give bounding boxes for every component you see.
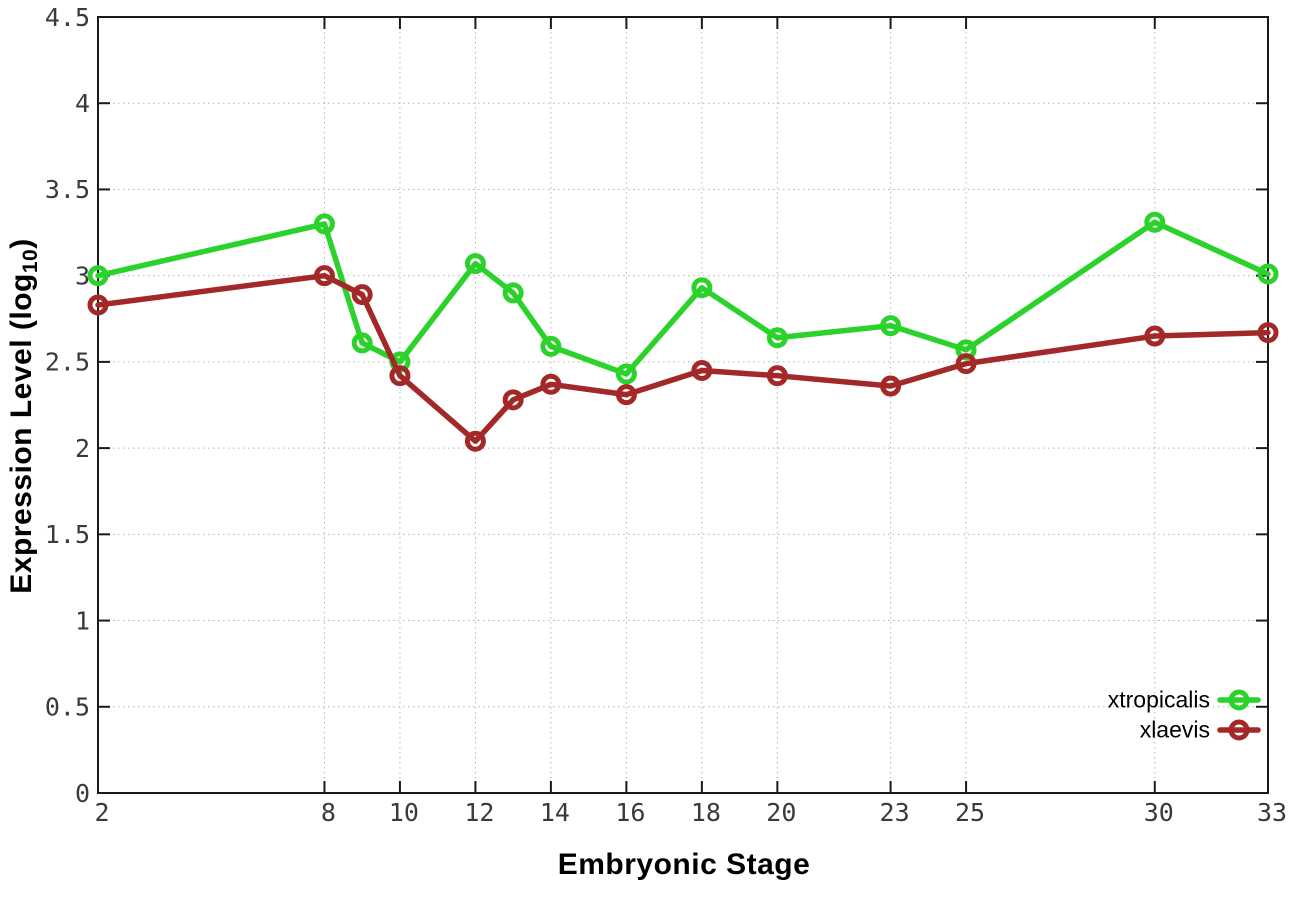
data-point-marker-xlaevis [502,389,524,411]
y-tick-label: 2.5 [45,348,90,377]
data-point-marker-xlaevis [1257,322,1279,344]
y-tick-label: 4 [75,89,90,118]
x-tick-label: 16 [615,798,645,827]
data-point-marker-xtropicalis [464,253,486,275]
legend-label-xtropicalis: xtropicalis [1108,687,1210,713]
y-tick-label: 3.5 [45,175,90,204]
data-point-marker-xlaevis [691,360,713,382]
y-tick-label: 4.5 [45,3,90,32]
data-point-marker-xtropicalis [87,265,109,287]
y-axis-title-subscript: 10 [19,248,42,274]
data-point-marker-xlaevis [464,430,486,452]
series-line-xtropicalis [95,219,1271,377]
y-tick-label: 1.5 [45,520,90,549]
x-tick-label: 30 [1144,798,1174,827]
x-tick-label: 20 [766,798,796,827]
data-point-marker-xlaevis [540,373,562,395]
data-point-marker-xlaevis [615,384,637,406]
data-point-marker-xtropicalis [313,213,335,235]
y-tick-label: 0.5 [45,693,90,722]
data-point-marker-xtropicalis [1257,263,1279,285]
x-tick-label: 18 [691,798,721,827]
data-point-marker-xtropicalis [1144,211,1166,233]
y-axis-title-text: Expression Level (log [5,273,38,594]
legend-marker-icon [1228,689,1250,711]
x-tick-label: 8 [321,798,336,827]
data-point-marker-xtropicalis [540,335,562,357]
data-point-marker-xlaevis [313,265,335,287]
y-tick-label: 2 [75,434,90,463]
x-tick-label: 33 [1257,798,1287,827]
x-tick-label: 10 [389,798,419,827]
data-point-marker-xtropicalis [502,282,524,304]
data-point-marker-xlaevis [880,375,902,397]
y-axis-title: Expression Level (log10) [5,238,43,593]
legend-marker-icon [1228,719,1250,741]
data-point-marker-xlaevis [87,294,109,316]
data-point-marker-xtropicalis [615,363,637,385]
x-tick-label: 12 [464,798,494,827]
data-point-marker-xlaevis [389,365,411,387]
legend-label-xlaevis: xlaevis [1140,717,1210,743]
plot-border [97,16,1269,794]
data-point-marker-xtropicalis [880,315,902,337]
x-tick-label: 2 [94,798,109,827]
x-tick-label: 14 [540,798,570,827]
y-tick-label: 3 [75,261,90,290]
y-tick-label: 1 [75,606,90,635]
x-tick-label: 25 [955,798,985,827]
series-line-xlaevis [95,272,1271,444]
y-tick-label: 0 [75,779,90,808]
x-axis-title: Embryonic Stage [557,848,811,881]
data-point-marker-xlaevis [955,353,977,375]
data-point-marker-xtropicalis [351,332,373,354]
data-point-marker-xtropicalis [691,277,713,299]
data-point-marker-xlaevis [351,284,373,306]
data-point-marker-xlaevis [766,365,788,387]
y-axis-title-suffix: ) [5,238,38,249]
x-tick-label: 23 [880,798,910,827]
data-point-marker-xtropicalis [766,327,788,349]
data-point-marker-xlaevis [1144,325,1166,347]
